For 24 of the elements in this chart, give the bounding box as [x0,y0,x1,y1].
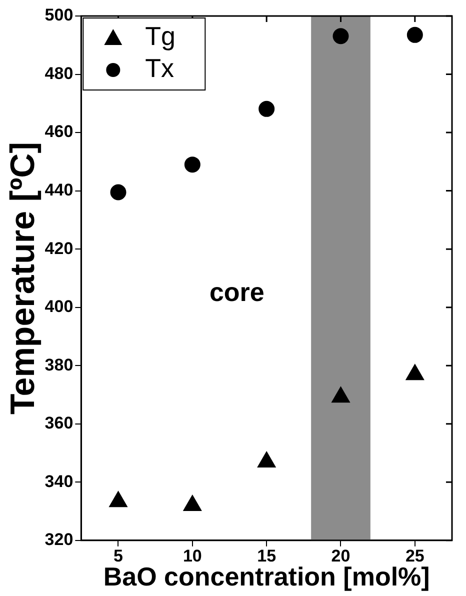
y-axis-title: Temperature [ºC] [4,142,42,414]
y-tick-label: 360 [44,414,74,433]
point [406,26,423,43]
point [110,184,126,200]
point [257,452,276,468]
point [184,156,200,173]
point [332,28,349,44]
point [258,100,275,117]
y-tick-label: 380 [44,355,74,374]
y-tick-label: 400 [44,297,74,316]
y-tick-label: 500 [44,6,74,25]
y-tick-label: 440 [44,180,74,200]
y-tick-label: 480 [44,64,74,83]
point [183,494,202,511]
point [109,491,128,508]
y-tick-label: 320 [44,530,74,550]
annotation: core [209,277,264,308]
y-tick-label: 420 [44,238,74,258]
legend-label: Tg [145,21,176,52]
y-tick-label: 340 [44,472,74,491]
point [332,386,350,403]
y-tick-label: 460 [44,122,74,142]
legend-label: Tx [145,53,174,84]
point [406,364,424,380]
